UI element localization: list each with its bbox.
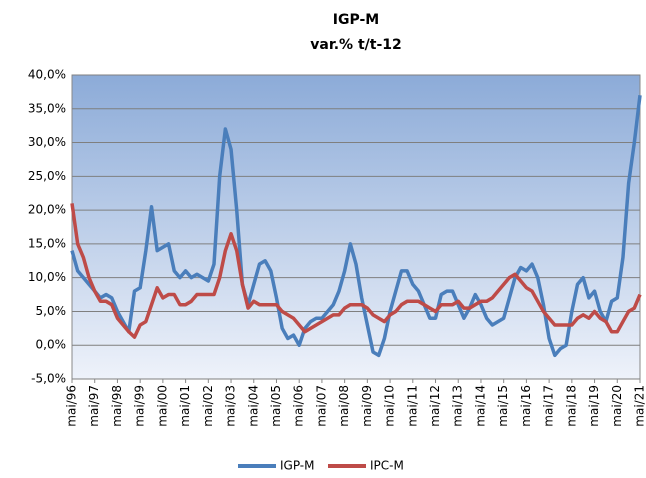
y-tick-label: 20,0% [28,203,66,217]
x-tick-label: mai/18 [564,385,578,427]
x-tick-label: mai/17 [542,385,556,427]
x-tick-label: mai/15 [496,385,510,427]
x-tick-label: mai/00 [155,385,169,427]
x-tick-label: mai/97 [87,385,101,427]
chart-title: IGP-M [333,12,379,28]
x-tick-label: mai/96 [65,385,79,427]
x-tick-label: mai/13 [451,385,465,427]
legend-label: IGP-M [280,459,315,473]
x-tick-label: mai/20 [610,385,624,427]
x-tick-label: mai/03 [224,385,238,427]
x-tick-label: mai/99 [133,385,147,427]
x-tick-label: mai/05 [269,385,283,427]
y-tick-label: 25,0% [28,169,66,183]
x-tick-label: mai/01 [178,385,192,427]
legend-label: IPC-M [370,459,404,473]
x-tick-label: mai/11 [405,385,419,427]
y-tick-label: 40,0% [28,68,66,82]
x-tick-label: mai/10 [383,385,397,427]
y-tick-label: 0,0% [36,338,67,352]
x-tick-label: mai/08 [337,385,351,427]
chart-subtitle: var.% t/t-12 [310,37,402,53]
x-tick-label: mai/19 [587,385,601,427]
x-tick-label: mai/14 [473,385,487,427]
x-tick-label: mai/06 [292,385,306,427]
y-tick-label: 35,0% [28,101,66,115]
y-tick-label: 5,0% [36,304,67,318]
x-tick-label: mai/04 [246,385,260,427]
plot-area [72,75,640,379]
y-tick-label: 15,0% [28,236,66,250]
legend: IGP-M IPC-M [238,459,404,473]
y-tick-label: -5,0% [31,372,66,386]
x-tick-label: mai/16 [519,385,533,427]
x-tick-label: mai/09 [360,385,374,427]
x-tick-label: mai/02 [201,385,215,427]
y-tick-label: 10,0% [28,270,66,284]
y-tick-label: 30,0% [28,135,66,149]
x-tick-label: mai/12 [428,385,442,427]
x-tick-label: mai/21 [633,385,646,427]
x-tick-label: mai/07 [314,385,328,427]
x-tick-label: mai/98 [110,385,124,427]
